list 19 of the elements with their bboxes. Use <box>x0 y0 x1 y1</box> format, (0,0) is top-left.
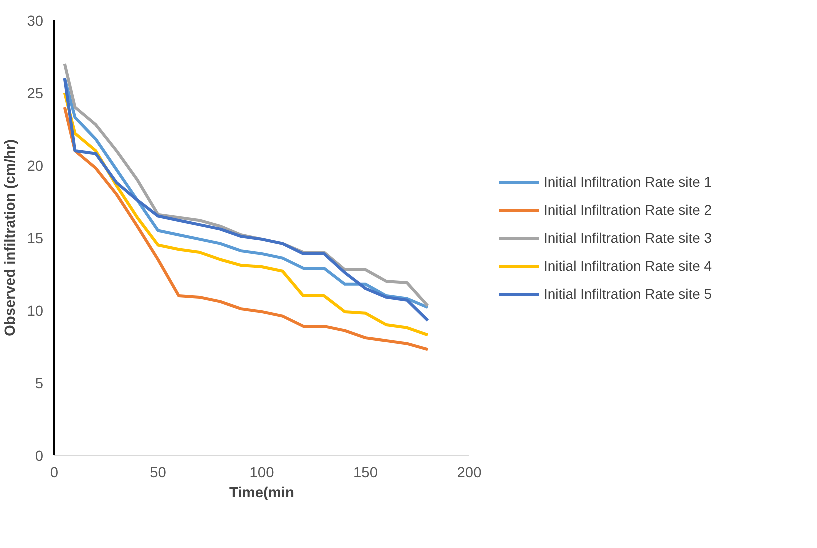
legend-label: Initial Infiltration Rate site 3 <box>544 230 712 246</box>
y-tick-label: 0 <box>35 449 44 465</box>
legend-label: Initial Infiltration Rate site 1 <box>544 174 712 190</box>
y-tick-label: 10 <box>27 304 44 320</box>
legend-label: Initial Infiltration Rate site 2 <box>544 202 712 218</box>
x-tick-label: 0 <box>50 466 59 482</box>
legend-label: Initial Infiltration Rate site 5 <box>544 286 712 302</box>
y-tick-label: 15 <box>27 232 44 248</box>
y-tick-label: 20 <box>27 159 44 175</box>
x-tick-label: 100 <box>250 466 274 482</box>
y-tick-label: 30 <box>27 14 44 30</box>
x-axis-title: Time(min <box>230 486 294 502</box>
y-axis-title: Observed infiltration (cm/hr) <box>3 139 20 337</box>
legend-label: Initial Infiltration Rate site 4 <box>544 258 712 274</box>
x-tick-label: 150 <box>354 466 378 482</box>
x-tick-label: 200 <box>457 466 482 482</box>
y-tick-label: 25 <box>27 86 44 102</box>
y-tick-label: 5 <box>35 376 44 392</box>
x-tick-label: 50 <box>150 466 166 482</box>
